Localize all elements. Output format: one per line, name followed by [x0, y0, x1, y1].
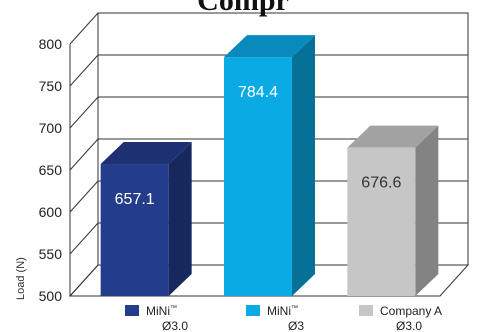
data-label: 676.6: [361, 175, 401, 192]
y-tick-label: 500: [39, 288, 63, 304]
data-label: 784.4: [238, 84, 278, 101]
y-tick-label: 600: [39, 204, 63, 220]
legend-label: MiNi™: [146, 304, 177, 318]
chart-title: Compr: [197, 0, 289, 17]
gridline: [69, 264, 468, 297]
legend-swatch: [246, 305, 260, 316]
gridline: [69, 138, 468, 171]
bars: 657.1 784.4 676.6: [100, 35, 439, 296]
gridline: [69, 54, 468, 87]
legend-sublabel: Ø3.0: [396, 319, 422, 332]
bar-front: [224, 57, 292, 296]
legend-sublabel: Ø3.0: [162, 319, 188, 332]
y-tick-label: 700: [39, 120, 63, 136]
y-tick-label: 550: [39, 246, 63, 262]
bar: 657.1: [100, 142, 192, 296]
bar-top: [224, 35, 315, 58]
bar-side: [168, 142, 192, 296]
legend-label: MiNi™: [267, 304, 298, 318]
data-label: 657.1: [115, 191, 155, 208]
y-tick-label: 750: [39, 78, 63, 94]
y-axis: 500 550 600 650 700 750 800: [39, 36, 63, 304]
bar-side: [292, 35, 315, 296]
bar: 784.4: [224, 35, 315, 296]
legend-swatch: [125, 305, 139, 316]
legend-swatch: [359, 305, 373, 316]
y-tick-label: 650: [39, 162, 63, 178]
gridline: [69, 222, 468, 255]
gridline: [69, 180, 468, 213]
bar-side: [415, 125, 439, 296]
y-axis-label: Load (N): [15, 257, 27, 300]
legend-sublabel: Ø3: [288, 319, 304, 332]
bar: 676.6: [347, 125, 439, 296]
gridline: [69, 96, 468, 129]
y-tick-label: 800: [39, 36, 63, 52]
legend-item: Company AØ3.0: [359, 304, 442, 332]
gridline: [69, 12, 468, 45]
legend-label: Company A: [380, 304, 442, 318]
bar-front: [100, 164, 169, 296]
bar-top: [347, 125, 439, 148]
bar-top: [100, 142, 192, 165]
bar-front: [347, 147, 416, 296]
